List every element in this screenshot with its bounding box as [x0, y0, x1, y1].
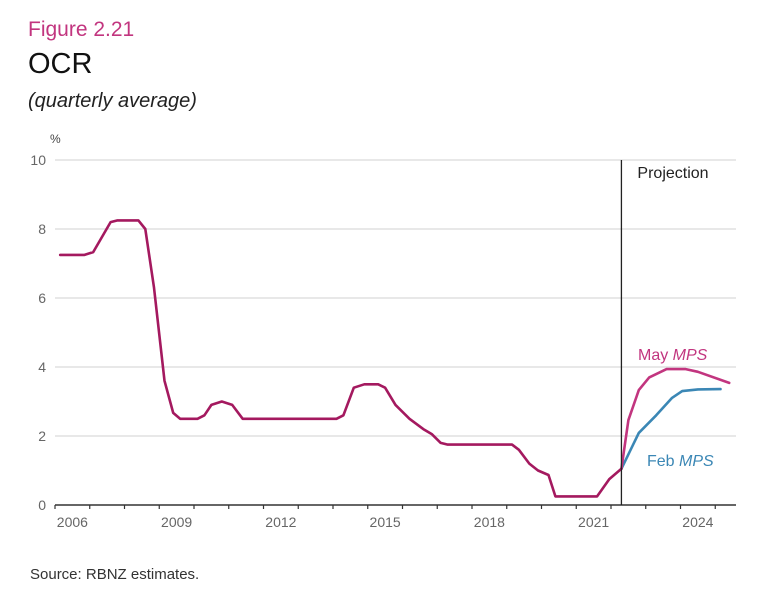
- x-tick-label-2012: 2012: [265, 514, 296, 530]
- y-tick-label-6: 6: [38, 290, 46, 306]
- series-line-historical: [58, 219, 623, 498]
- x-axis: 2006 2009 2012 2015 2018 2021 2024: [54, 504, 736, 530]
- y-tick-label-0: 0: [38, 497, 46, 513]
- series-line-feb-mps: [620, 387, 722, 471]
- y-axis-unit: %: [50, 132, 61, 146]
- chart-title: OCR: [28, 48, 93, 80]
- x-tick-label-2024: 2024: [682, 514, 713, 530]
- series-line-may-mps: [620, 367, 731, 471]
- gridlines: [55, 159, 736, 437]
- projection-marker: Projection: [620, 160, 709, 505]
- y-tick-label-10: 10: [30, 152, 46, 168]
- series-labels: May MPS Feb MPS: [638, 347, 714, 470]
- series: [58, 219, 731, 498]
- feb-mps-label: Feb MPS: [647, 453, 714, 470]
- y-tick-label-8: 8: [38, 221, 46, 237]
- may-mps-label: May MPS: [638, 347, 708, 364]
- source-note: Source: RBNZ estimates.: [30, 566, 200, 583]
- x-tick-label-2018: 2018: [474, 514, 505, 530]
- x-tick-label-2009: 2009: [161, 514, 192, 530]
- y-tick-label-4: 4: [38, 359, 46, 375]
- y-tick-label-2: 2: [38, 428, 46, 444]
- x-tick-label-2006: 2006: [57, 514, 88, 530]
- chart-subtitle: (quarterly average): [28, 90, 197, 112]
- y-axis-ticks: 0 2 4 6 8 10: [30, 152, 46, 513]
- x-tick-label-2021: 2021: [578, 514, 609, 530]
- figure-number: Figure 2.21: [28, 18, 135, 41]
- projection-label: Projection: [637, 165, 708, 182]
- x-tick-label-2015: 2015: [370, 514, 401, 530]
